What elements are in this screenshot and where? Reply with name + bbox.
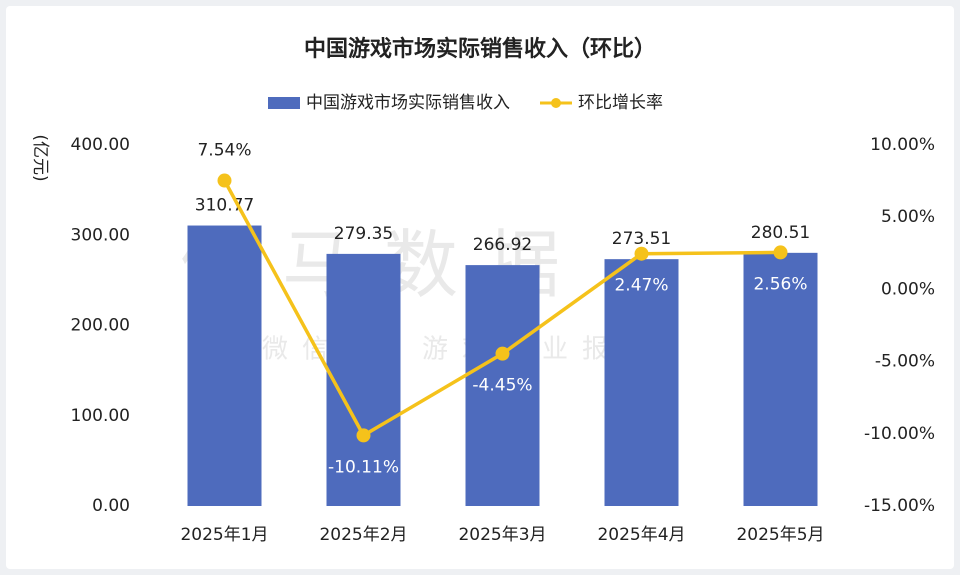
y2-tick-label: 10.00% (870, 135, 935, 155)
chart-title: 中国游戏市场实际销售收入（环比） (304, 36, 656, 62)
legend-label: 环比增长率 (578, 93, 663, 113)
x-tick-label: 2025年4月 (597, 525, 685, 545)
bar (465, 265, 540, 506)
line-value-label: 2.56% (753, 274, 807, 294)
y-tick-label: 200.00 (71, 316, 130, 336)
y-tick-label: 300.00 (71, 225, 130, 245)
line-value-label: -10.11% (328, 457, 399, 477)
y2-tick-label: -15.00% (864, 496, 935, 516)
watermark-subtitle: 微信号：游戏产业报告 (262, 335, 662, 365)
line-point (356, 428, 371, 443)
y-tick-label: 100.00 (71, 406, 130, 426)
legend-marker (551, 98, 561, 108)
line-point (773, 245, 788, 260)
line-point (495, 346, 510, 361)
bar (604, 259, 679, 506)
x-tick-label: 2025年2月 (319, 525, 407, 545)
legend-swatch (268, 97, 300, 109)
line-value-label: -4.45% (472, 376, 532, 396)
bar (187, 225, 262, 506)
x-tick-label: 2025年3月 (458, 525, 546, 545)
legend-label: 中国游戏市场实际销售收入 (306, 93, 510, 113)
bar (743, 252, 818, 506)
bar-value-label: 273.51 (612, 229, 671, 249)
y2-tick-label: 5.00% (881, 207, 935, 227)
line-point (217, 173, 232, 188)
bar (326, 253, 401, 506)
x-tick-label: 2025年1月 (180, 525, 268, 545)
y2-tick-label: 0.00% (881, 279, 935, 299)
line-value-label: 7.54% (197, 141, 251, 161)
x-tick-label: 2025年5月 (736, 525, 824, 545)
y-axis-label: (亿元) (30, 134, 50, 181)
y2-tick-label: -5.00% (875, 352, 935, 372)
bar-value-label: 279.35 (334, 224, 393, 244)
bar-value-label: 266.92 (473, 235, 532, 255)
bar-value-label: 310.77 (195, 196, 254, 216)
y-tick-label: 0.00 (92, 496, 130, 516)
line-point (634, 246, 649, 261)
bar-value-label: 280.51 (751, 223, 810, 243)
line-value-label: 2.47% (614, 276, 668, 296)
y-tick-label: 400.00 (71, 135, 130, 155)
y2-tick-label: -10.00% (864, 424, 935, 444)
